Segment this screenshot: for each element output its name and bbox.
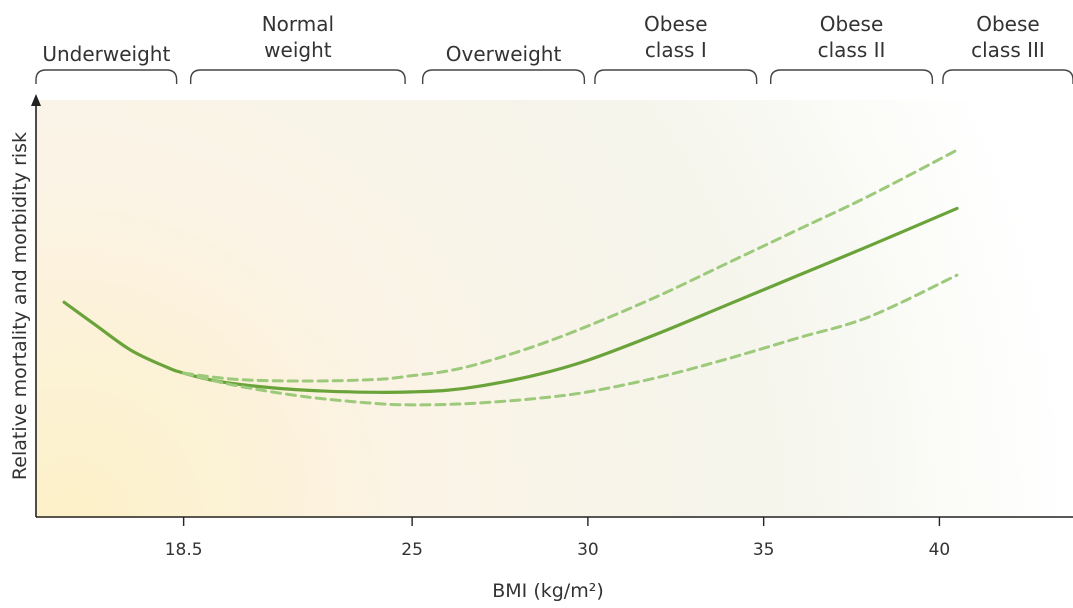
category-label-1-1: weight	[264, 38, 332, 62]
category-bracket-2	[421, 69, 586, 84]
category-label-5-0: Obese	[976, 12, 1039, 36]
risk-curve-line-0	[62, 206, 959, 394]
y-axis-arrow	[31, 94, 41, 106]
category-label-5-1: class III	[971, 38, 1045, 62]
category-label-4-1: class II	[818, 38, 886, 62]
x-tick-label-1: 25	[401, 540, 423, 560]
category-bracket-5	[942, 69, 1073, 84]
confidence-band-line-2	[182, 273, 959, 407]
category-bracket-1	[189, 69, 406, 84]
category-label-4-0: Obese	[820, 12, 883, 36]
category-label-3-1: class I	[645, 38, 707, 62]
category-bracket-4	[769, 69, 934, 84]
axes	[31, 94, 1073, 518]
category-label-0-0: Underweight	[42, 42, 170, 66]
category-bracket-0	[35, 69, 178, 84]
x-tick-label-2: 30	[577, 540, 599, 560]
category-bracket-3	[594, 69, 758, 84]
category-label-2-0: Overweight	[446, 42, 562, 66]
category-label-3-0: Obese	[644, 12, 707, 36]
x-axis-title: BMI (kg/m²)	[492, 580, 604, 602]
y-axis-title: Relative mortality and morbidity risk	[9, 132, 31, 480]
x-tick-label-3: 35	[753, 540, 775, 560]
category-label-1-0: Normal	[262, 12, 334, 36]
x-axis-ticks: 18.5 25 30 35 40	[165, 517, 951, 560]
plot-background	[36, 100, 1073, 518]
x-tick-label-4: 40	[929, 540, 951, 560]
confidence-band-line-1	[182, 148, 959, 383]
x-tick-label-0: 18.5	[165, 540, 203, 560]
risk-curves	[62, 148, 959, 407]
